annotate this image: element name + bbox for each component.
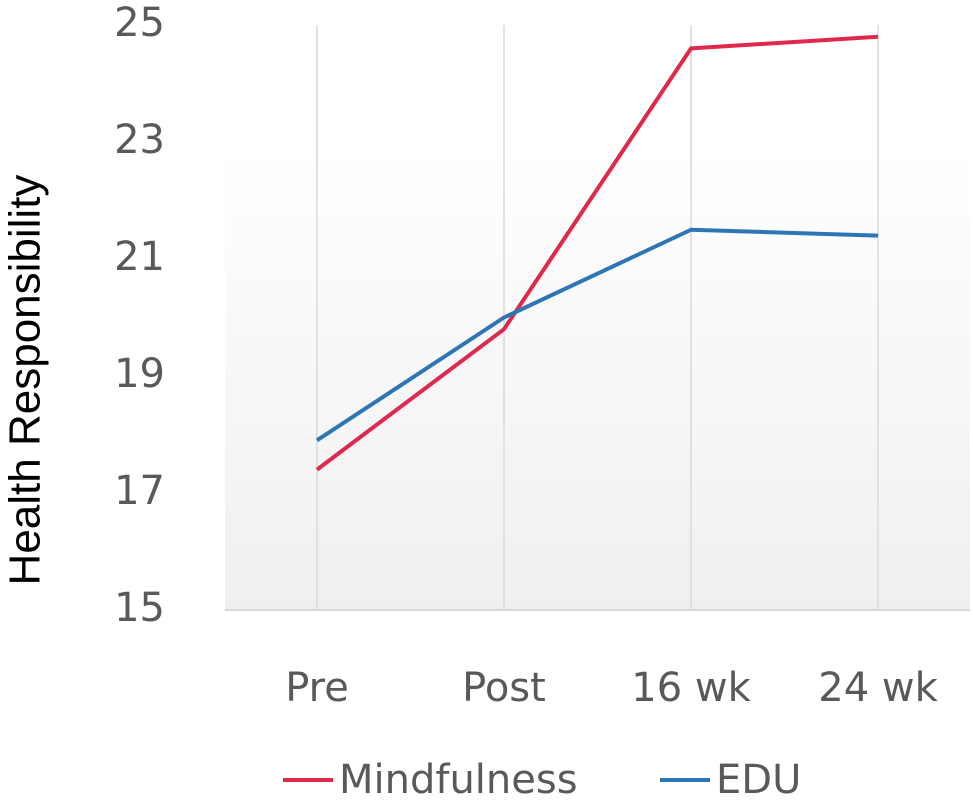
legend-label: Mindfulness xyxy=(339,757,578,803)
y-tick-label: 21 xyxy=(114,234,165,280)
y-tick-label: 25 xyxy=(114,0,165,46)
x-tick-label: Pre xyxy=(285,665,349,711)
y-tick-label: 15 xyxy=(114,585,165,631)
y-tick-label: 19 xyxy=(114,351,165,397)
legend-label: EDU xyxy=(716,757,801,803)
x-tick-label: 24 wk xyxy=(818,665,938,711)
x-tick-label: 16 wk xyxy=(631,665,751,711)
x-tick-label: Post xyxy=(462,665,546,711)
line-series xyxy=(315,34,879,472)
y-tick-label: 23 xyxy=(114,117,165,163)
line-series xyxy=(315,227,879,443)
y-tick-label: 17 xyxy=(114,468,165,514)
plot-background xyxy=(225,150,970,610)
y-axis-label: Health Responsibility xyxy=(1,175,50,586)
